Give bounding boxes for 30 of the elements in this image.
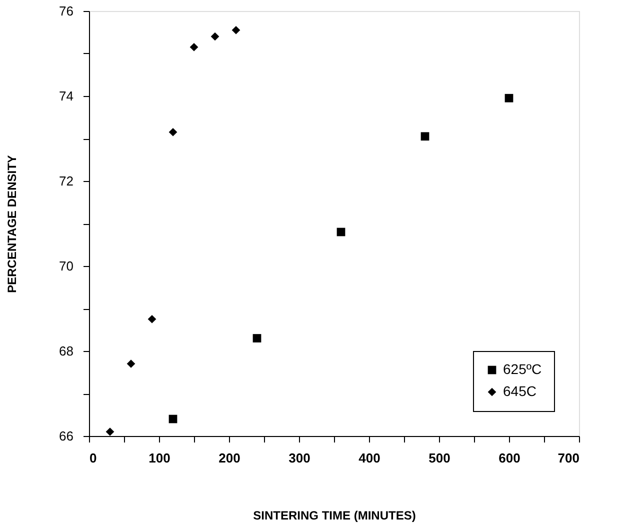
y-tick-label: 66 [59, 428, 74, 444]
point [232, 26, 240, 34]
legend-label: 645C [503, 383, 536, 399]
x-tick-label: 600 [498, 450, 520, 466]
y-tick-label: 70 [59, 258, 74, 274]
x-tick-label: 500 [428, 450, 450, 466]
point [190, 42, 198, 52]
point [148, 314, 156, 324]
point [106, 428, 114, 436]
legend-label: 625ºC [503, 361, 542, 377]
y-tick-label: 72 [59, 174, 74, 188]
point [126, 360, 136, 368]
x-tick-label: 0 [90, 450, 97, 466]
x-tick-label: 100 [148, 450, 170, 466]
point [504, 94, 514, 102]
point [168, 414, 178, 424]
x-tick-label: 200 [218, 450, 240, 466]
y-tick-label: 68 [59, 344, 74, 358]
x-tick-label: 300 [288, 450, 310, 466]
point [252, 334, 262, 342]
y-tick-label: 76 [59, 4, 74, 18]
y-tick-label: 74 [59, 88, 74, 104]
x-tick-label: 700 [558, 450, 580, 466]
x-tick-label: 400 [358, 450, 380, 466]
point [168, 128, 178, 136]
point [210, 32, 220, 41]
x-axis-title: SINTERING TIME (MINUTES) [253, 508, 416, 522]
point [336, 228, 346, 236]
y-axis-title: PERCENTAGE DENSITY [5, 155, 20, 293]
point [420, 132, 430, 141]
